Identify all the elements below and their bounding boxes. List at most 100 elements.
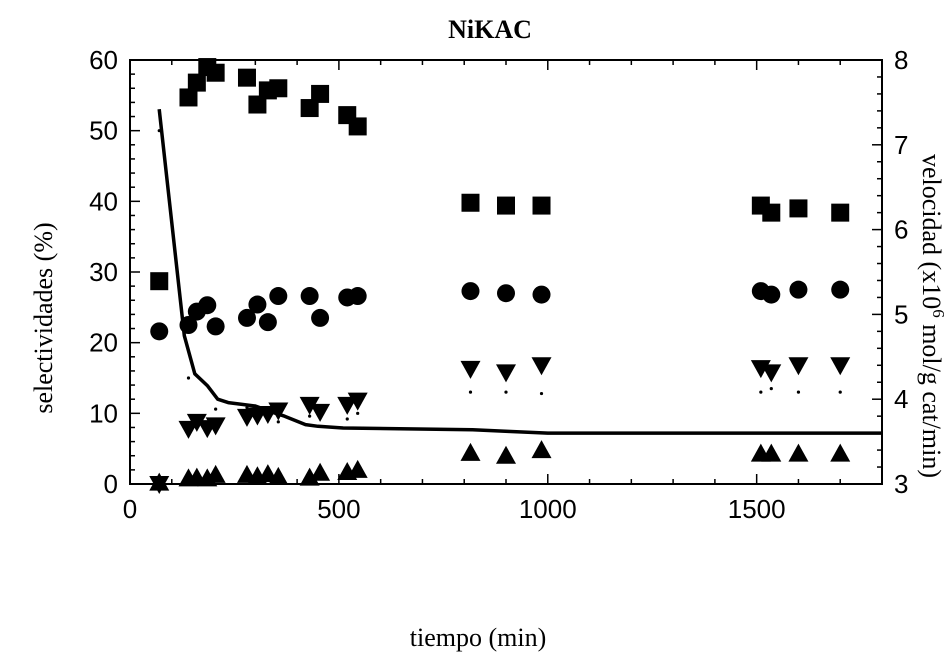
y-left-tick-label: 30 (89, 257, 118, 287)
dot-point (205, 425, 209, 430)
square-point (248, 95, 267, 114)
plot-frame (129, 59, 883, 485)
square-point (179, 88, 198, 107)
triangle-down-point (299, 396, 320, 415)
square-point (497, 196, 515, 215)
x-tick-label: 1000 (519, 494, 577, 524)
circle-point (248, 295, 267, 314)
circle-point (348, 287, 367, 306)
x-tick-label: 1500 (728, 494, 786, 524)
circle-point (497, 284, 515, 303)
square-point (150, 272, 169, 291)
square-point (831, 203, 850, 222)
y-right-tick-label: 7 (894, 130, 908, 160)
triangle-up-point (788, 443, 809, 462)
chart-marks (149, 58, 882, 494)
series-square (150, 58, 850, 291)
square-point (348, 117, 367, 136)
x-axis-title: tiempo (min) (410, 623, 546, 652)
triangle-down-point (460, 360, 481, 379)
triangle-down-point (310, 403, 331, 422)
circle-point (237, 308, 256, 327)
circle-point (762, 285, 781, 304)
series-line (157, 109, 882, 435)
circle-point (150, 322, 169, 341)
dot-point (838, 390, 842, 394)
triangle-down-point (337, 396, 358, 415)
dot-point (769, 387, 773, 391)
square-point (206, 63, 225, 82)
circle-point (532, 285, 551, 304)
dot-point (504, 390, 508, 394)
square-point (187, 73, 206, 92)
circle-point (461, 282, 480, 301)
triangle-down-point (496, 364, 516, 383)
axes: 0 500 1000 1500 0 10 20 30 40 50 60 3 4 5 6 7 8 (89, 45, 908, 524)
dot-point (318, 408, 322, 412)
dot-point (276, 420, 280, 424)
circle-point (831, 280, 850, 299)
triangle-up-point (531, 440, 552, 459)
y-right-tick-label: 4 (894, 384, 908, 414)
triangle-up-point (310, 462, 331, 481)
triangle-down-point (761, 364, 782, 383)
triangle-down-point (347, 392, 368, 411)
y-right-tick-label: 3 (894, 469, 908, 499)
triangle-up-point (761, 443, 782, 462)
dot-point (796, 390, 801, 394)
dot-point (759, 390, 763, 394)
triangle-up-point (205, 464, 226, 483)
dot-point (195, 418, 199, 422)
y-right-tick-label: 8 (894, 45, 908, 75)
triangle-up-point (830, 443, 851, 462)
chart-title: NiKAC (448, 15, 532, 44)
square-point (532, 196, 551, 215)
y-right-tick-label: 6 (894, 215, 908, 245)
y-left-tick-label: 40 (89, 186, 118, 216)
square-point (269, 79, 288, 98)
square-point (300, 99, 319, 118)
triangle-down-point (531, 357, 552, 376)
triangle-up-point (496, 445, 516, 464)
triangle-down-point (186, 413, 207, 432)
dot-point (255, 414, 260, 418)
y-left-tick-label: 60 (89, 45, 118, 75)
y-left-tick-label: 20 (89, 328, 118, 358)
y-right-axis-title: velocidad (x106 mol/g cat/min) (917, 154, 948, 478)
circle-point (206, 317, 225, 336)
square-point (762, 203, 781, 222)
triangle-up-point (299, 467, 320, 486)
triangle-up-point (149, 472, 170, 491)
y-left-tick-label: 0 (104, 469, 118, 499)
circle-point (300, 287, 319, 306)
y-right-axis-title-tail: mol/g cat/min) (917, 318, 946, 478)
x-tick-label: 0 (123, 494, 137, 524)
triangle-up-point (347, 459, 368, 478)
circle-point (269, 287, 288, 306)
series-dot (157, 129, 842, 430)
square-point (311, 84, 330, 103)
circle-point (789, 280, 808, 299)
dot-point (214, 407, 218, 411)
square-point (789, 199, 808, 218)
dot-point (186, 376, 191, 380)
triangle-down-point (205, 417, 226, 436)
y-left-tick-label: 10 (89, 398, 118, 428)
series-triangle-up (149, 440, 851, 491)
circle-point (198, 296, 217, 315)
dot-point (468, 390, 473, 394)
square-point (237, 68, 256, 87)
triangle-up-point (460, 442, 481, 461)
circle-point (258, 313, 277, 332)
dot-point (308, 414, 312, 418)
triangle-up-point (268, 466, 289, 485)
square-point (461, 193, 480, 212)
dot-point (356, 411, 360, 415)
rate-line (157, 109, 882, 435)
dot-point (245, 406, 249, 410)
series-circle (150, 280, 850, 341)
triangle-down-point (830, 357, 851, 376)
dot-point (539, 391, 544, 396)
y-right-axis-title-main: velocidad (x10 (917, 154, 946, 309)
